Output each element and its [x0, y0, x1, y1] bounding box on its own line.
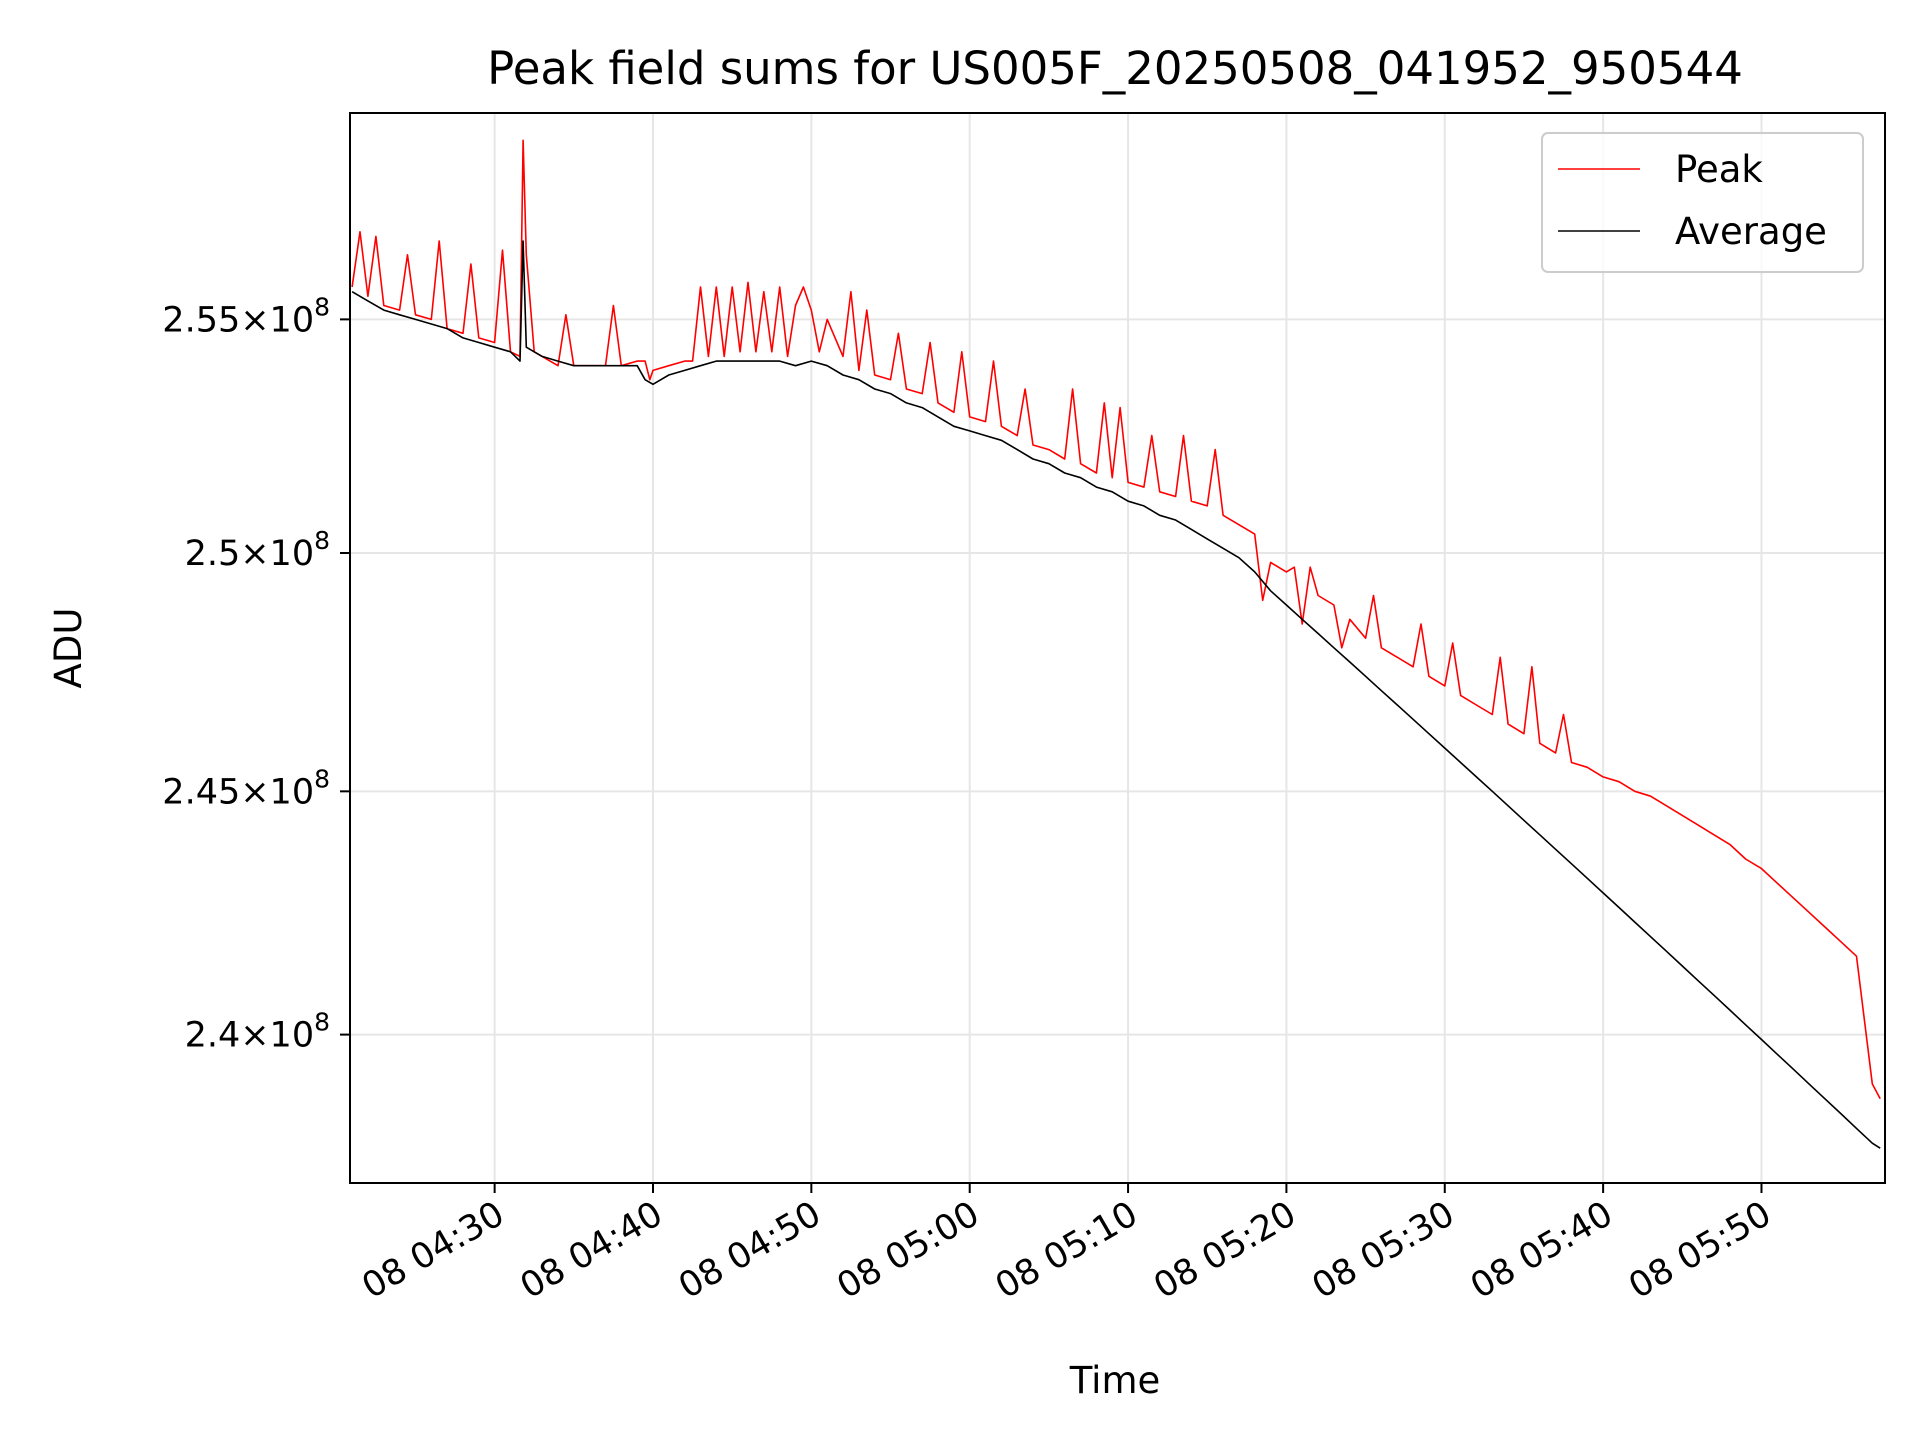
y-axis: 2.4×108 2.45×108 2.5×108 2.55×108: [162, 292, 350, 1056]
legend-box: [1541, 132, 1864, 273]
legend: Peak Average: [1541, 132, 1864, 273]
grid: [350, 113, 1885, 1183]
y-tick-label: 2.4×108: [185, 1008, 330, 1056]
plot-frame: [349, 112, 1886, 1184]
chart-title: Peak field sums for US005F_20250508_0419…: [487, 42, 1743, 95]
y-axis-label: ADU: [47, 608, 90, 689]
series-line-average: [351, 240, 1881, 1149]
series-line-peak: [351, 139, 1881, 1100]
x-axis-label: Time: [1069, 1359, 1161, 1402]
legend-label-average: Average: [1675, 210, 1827, 253]
y-tick-label: 2.5×108: [185, 526, 330, 574]
series-layer: [351, 139, 1881, 1149]
y-tick-label: 2.55×108: [162, 292, 330, 340]
y-tick-label: 2.45×108: [162, 764, 330, 812]
legend-label-peak: Peak: [1675, 148, 1763, 191]
